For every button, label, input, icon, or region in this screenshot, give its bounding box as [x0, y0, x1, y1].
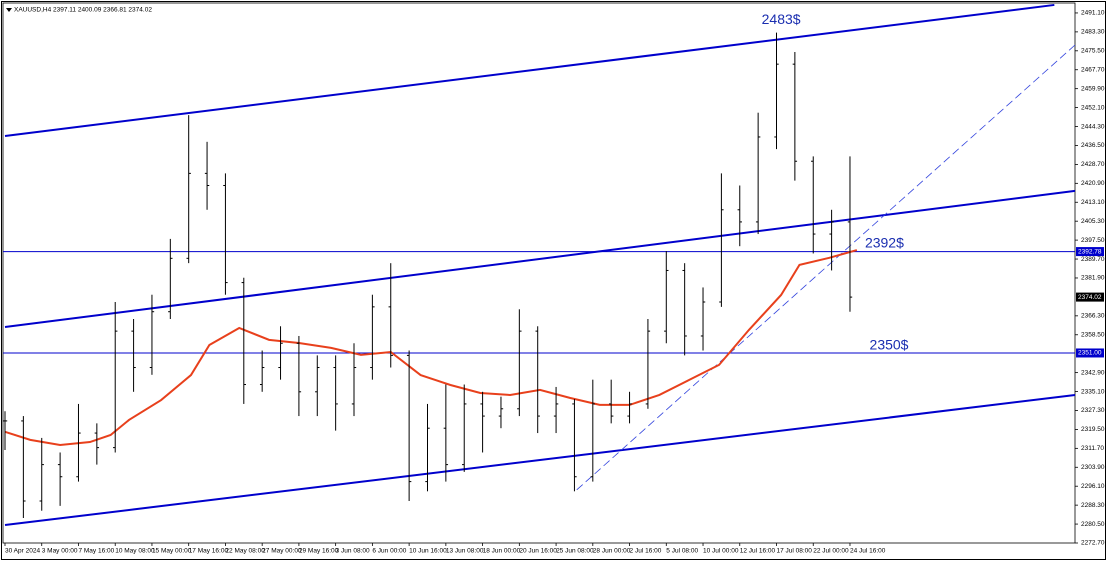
trendline [4, 393, 1076, 527]
y-tick-label: 2467.70 [1081, 66, 1105, 73]
y-tick-label: 2335.10 [1081, 388, 1105, 395]
x-tick-label: 28 Jun 00:00 [593, 548, 631, 555]
y-tick-label: 2280.50 [1081, 521, 1105, 528]
y-tick-label: 2303.90 [1081, 464, 1105, 471]
x-tick-label: 6 Jun 00:00 [372, 548, 406, 555]
plot-frame [2, 2, 1076, 544]
price-label: 2351.00 [1078, 350, 1102, 357]
trendline [576, 44, 1076, 491]
trendline [4, 3, 1055, 137]
x-tick-label: 22 Jul 00:00 [813, 548, 849, 555]
moving-average [4, 249, 858, 446]
x-tick-label: 17 Jul 08:00 [777, 548, 813, 555]
y-tick-label: 2420.90 [1081, 180, 1105, 187]
y-tick-label: 2436.50 [1081, 142, 1105, 149]
trendline [4, 189, 1076, 328]
y-tick-label: 2483.30 [1081, 29, 1105, 36]
x-tick-label: 24 Jul 16:00 [850, 548, 886, 555]
x-tick-label: 17 May 16:00 [189, 548, 229, 555]
annotation: 2350$ [870, 336, 909, 352]
y-tick-label: 2405.30 [1081, 218, 1105, 225]
y-tick-label: 2288.30 [1081, 502, 1105, 509]
x-tick-label: 22 May 08:00 [225, 548, 265, 555]
y-tick-label: 2459.90 [1081, 85, 1105, 92]
x-tick-label: 10 Jun 16:00 [409, 548, 447, 555]
y-tick-label: 2413.10 [1081, 199, 1105, 206]
chart-title: XAUUSD,H4 2397.11 2400.09 2366.81 2374.0… [14, 7, 152, 14]
x-tick-label: 2 Jul 16:00 [630, 548, 662, 555]
y-tick-label: 2319.50 [1081, 426, 1105, 433]
y-tick-label: 2311.70 [1081, 445, 1104, 452]
x-tick-label: 13 Jun 08:00 [446, 548, 484, 555]
annotation: 2392$ [865, 234, 904, 250]
y-tick-label: 2428.70 [1081, 161, 1105, 168]
annotation: 2483$ [762, 11, 801, 27]
price-label: 2392.78 [1078, 248, 1102, 255]
y-tick-label: 2342.90 [1081, 369, 1105, 376]
y-tick-label: 2327.30 [1081, 407, 1105, 414]
price-label: 2374.02 [1078, 294, 1102, 301]
x-tick-label: 18 Jun 00:00 [483, 548, 521, 555]
y-tick-label: 2397.50 [1081, 237, 1105, 244]
x-tick-label: 7 May 16:00 [78, 548, 114, 555]
x-tick-label: 3 Jun 08:00 [336, 548, 370, 555]
y-tick-label: 2475.50 [1081, 48, 1105, 55]
x-tick-label: 5 Jul 08:00 [666, 548, 698, 555]
y-tick-label: 2272.70 [1081, 540, 1105, 547]
x-tick-label: 15 May 00:00 [152, 548, 192, 555]
price-label-box [1076, 292, 1104, 302]
y-tick-label: 2389.70 [1081, 256, 1105, 263]
y-tick-label: 2452.10 [1081, 104, 1105, 111]
x-tick-label: 10 May 08:00 [115, 548, 155, 555]
menu-arrow[interactable] [6, 8, 12, 12]
x-tick-label: 10 Jul 00:00 [703, 548, 739, 555]
y-tick-label: 2358.50 [1081, 331, 1105, 338]
y-tick-label: 2296.10 [1081, 483, 1105, 490]
y-tick-label: 2444.30 [1081, 123, 1105, 130]
x-tick-label: 20 Jun 16:00 [519, 548, 557, 555]
y-tick-label: 2491.10 [1081, 10, 1105, 17]
x-tick-label: 12 Jul 16:00 [740, 548, 776, 555]
x-tick-label: 25 Jun 08:00 [556, 548, 594, 555]
x-tick-label: 27 May 00:00 [262, 548, 302, 555]
y-tick-label: 2366.30 [1081, 313, 1105, 320]
x-tick-label: 29 May 16:00 [299, 548, 339, 555]
price-label-box [1076, 247, 1104, 257]
x-tick-label: 3 May 00:00 [42, 548, 78, 555]
price-label-box [1076, 348, 1104, 358]
x-tick-label: 30 Apr 2024 [5, 548, 40, 555]
y-tick-label: 2381.90 [1081, 275, 1105, 282]
